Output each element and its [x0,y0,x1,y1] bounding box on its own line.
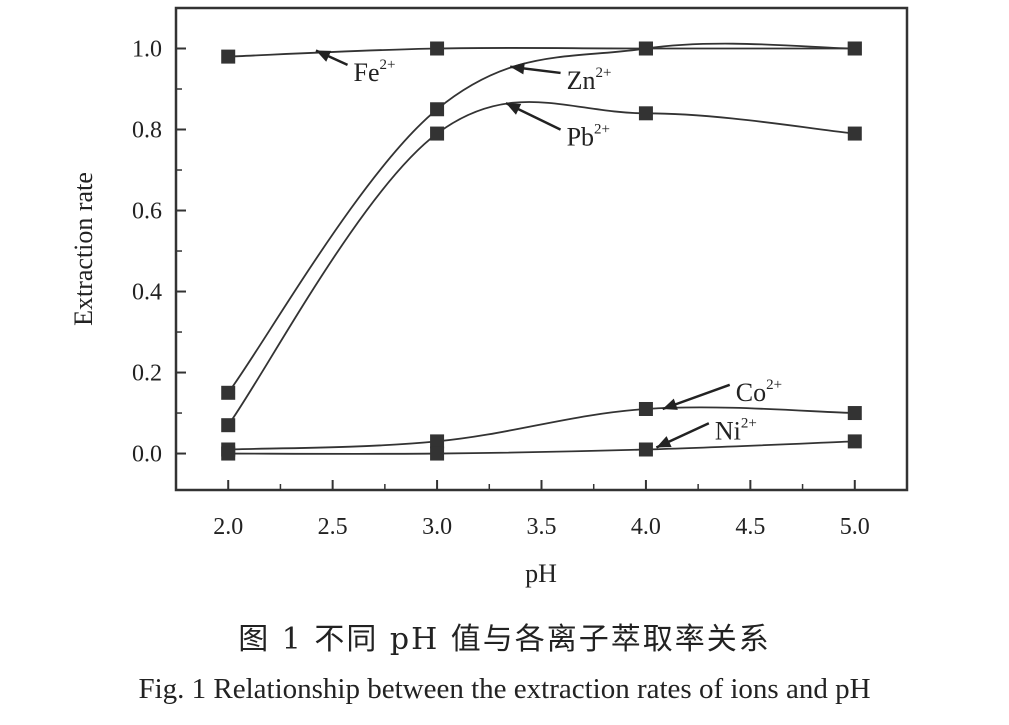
fe-label-arrowhead [315,50,332,62]
x-axis-title: pH [525,559,557,588]
co-label-arrowhead [662,398,678,410]
co-series-label: Co2+ [736,377,782,407]
x-tick-label: 4.0 [631,514,661,540]
caption-chinese: 图 1 不同 pH 值与各离子萃取率关系 [238,622,771,657]
co-data-point [638,401,653,416]
y-tick-label: 0.4 [132,280,162,306]
ni-data-point [847,434,862,449]
zn-data-point [638,41,653,56]
y-tick-label: 1.0 [132,37,162,63]
ni-data-point [221,446,236,461]
y-axis-title: Extraction rate [69,172,98,326]
ni-label-arrowhead [656,436,672,448]
co-data-point [847,406,862,421]
pb-data-point [430,126,445,141]
co-data-point [430,434,445,449]
zn-data-point [221,385,236,400]
caption-english: Fig. 1 Relationship between the extracti… [138,673,871,705]
y-tick-label: 0.6 [132,199,162,225]
zn-series-label: Zn2+ [567,65,612,95]
zn-data-point [847,41,862,56]
y-tick-label: 0.8 [132,118,162,144]
y-tick-label: 0.0 [132,442,162,468]
x-tick-label: 3.0 [422,514,452,540]
zn-data-point [430,102,445,117]
pb-series-label: Pb2+ [567,122,610,152]
fe-series-label: Fe2+ [354,57,396,87]
co-series-line [228,406,855,451]
fe-data-point [430,41,445,56]
ni-data-point [638,442,653,457]
extraction-rate-chart: 2.0 2.5 3.0 3.5 4.0 4.5 5.0 0.0 0.2 0.4 0.6 0.8 1.0… [69,6,909,588]
x-tick-label: 2.5 [318,514,348,540]
pb-data-point [847,126,862,141]
fe-data-point [221,49,236,64]
pb-data-point [638,106,653,121]
zn-series-line [227,42,855,394]
ni-series-label: Ni2+ [715,415,757,445]
pb-label-arrowhead [505,103,522,115]
x-tick-label: 3.5 [527,514,557,540]
x-tick-label: 4.5 [735,514,765,540]
pb-data-point [221,418,236,433]
x-tick-label: 5.0 [840,514,870,540]
zn-label-arrowhead [510,62,525,75]
y-tick-label: 0.2 [132,361,162,387]
x-tick-label: 2.0 [213,514,243,540]
plot-frame [174,6,909,492]
ni-data-point [430,446,445,461]
pb-series-line [227,101,855,426]
ni-series-line [228,440,855,455]
